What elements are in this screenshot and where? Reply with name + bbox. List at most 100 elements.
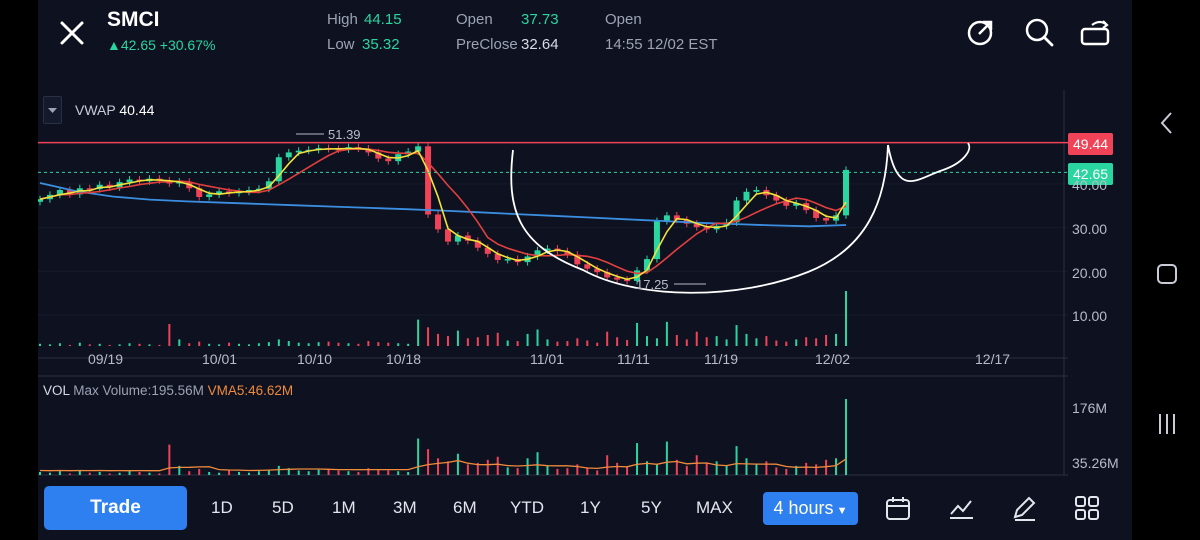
indicators-button[interactable] [947,494,975,522]
screen-edge-left [0,0,38,540]
candle-body [634,270,641,281]
volume-bar [546,465,549,475]
volume-bar [297,470,300,475]
market-status: Open [605,11,642,28]
candle-body [365,148,372,153]
more-menu-button[interactable] [1073,494,1101,522]
candle-body [753,190,760,192]
volume-bar [606,455,609,475]
volume-bar [58,471,61,475]
x-tick-label: 11/01 [530,351,564,367]
volume-bar [576,464,579,475]
preclose-value: 32.64 [521,36,559,53]
candle-body [454,235,461,242]
volume-bar [78,342,81,346]
timeframe-ytd[interactable]: YTD [510,498,544,517]
volume-bar [367,341,370,346]
timeframe-5y[interactable]: 5Y [641,498,662,517]
home-nav-button[interactable] [1156,263,1178,290]
draw-tool-button[interactable] [1010,494,1038,522]
search-icon [1025,18,1054,47]
candle-body [375,152,382,159]
timeframe-6m[interactable]: 6M [453,498,477,517]
volume-bar [765,336,768,346]
volume-bar [506,467,509,475]
vma5-line [39,458,847,472]
timeframe-1y[interactable]: 1Y [580,498,601,517]
volume-bar [39,343,41,346]
volume-bar [705,337,708,346]
volume-bar [377,342,380,346]
search-button[interactable] [1024,17,1054,47]
candle-body [484,247,491,254]
chart-grid [38,90,1068,476]
trade-button[interactable]: Trade [44,486,187,530]
volume-bar [645,461,648,475]
system-navigation-bar [1132,0,1200,540]
candle-body [604,272,611,278]
volume-tick-label: 176M [1072,400,1108,416]
volume-bar [715,461,718,475]
volume-bar [596,470,599,475]
volume-bar [655,338,658,346]
close-button[interactable] [57,18,87,48]
volume-bar [785,341,788,346]
back-nav-button[interactable] [1158,110,1176,141]
volume-bar [108,344,111,346]
volume-bar [586,340,589,346]
volume-bar [825,335,828,346]
volume-bar [128,471,131,475]
calendar-button[interactable] [884,494,912,522]
volume-bar [845,399,847,475]
volume-bar [327,341,330,346]
price-change-value: 42.65 +30.67% [120,37,216,53]
volume-bar [845,291,847,346]
candle-body [86,188,93,190]
low-label: Low [327,36,355,53]
volume-bar [39,471,41,475]
share-button[interactable] [966,17,996,47]
indicator-toggle[interactable] [43,96,62,124]
volume-bar [58,343,61,346]
volume-bar [208,471,211,475]
price-chart[interactable]: 51.39 17.25 [38,0,1068,480]
candle-body [56,190,63,195]
volume-bar [198,468,201,475]
candle-body [425,146,432,215]
volume-bar [347,343,350,346]
volume-bar [327,468,330,475]
volume-bar [198,341,201,346]
candle-body [265,181,272,189]
volume-bar [247,344,250,346]
high-label: High [327,11,358,28]
x-tick-label: 10/10 [297,351,333,367]
volume-bar [675,335,678,346]
volume-bar [775,467,778,475]
timeframe-3m[interactable]: 3M [393,498,417,517]
candle-body [435,214,442,230]
volume-bar [427,327,430,346]
volume-bar [785,468,788,475]
volume-bar [88,472,91,475]
volume-bar [287,341,290,346]
x-tick-label: 10/01 [202,351,238,367]
candle-body [594,268,601,273]
timeframe-5d[interactable]: 5D [272,498,294,517]
volume-bar [118,472,121,475]
recents-icon [1159,414,1175,434]
volume-bar [267,342,270,346]
volume-bar [795,465,798,475]
timeframe-max[interactable]: MAX [696,498,733,517]
vwap-indicator-label: VWAP 40.44 [75,102,154,118]
last-price-tag: 42.65 [1068,163,1114,185]
candle-body [494,253,501,260]
volume-bar [228,470,231,475]
timeframe-1m[interactable]: 1M [332,498,356,517]
volume-bar [645,336,648,346]
volume-bar [835,458,838,475]
timeframe-dropdown[interactable]: 4 hours ▼ [763,492,858,525]
recents-nav-button[interactable] [1156,412,1178,441]
candle-body [474,240,481,248]
rotate-screen-button[interactable] [1080,17,1110,47]
timeframe-1d[interactable]: 1D [211,498,233,517]
